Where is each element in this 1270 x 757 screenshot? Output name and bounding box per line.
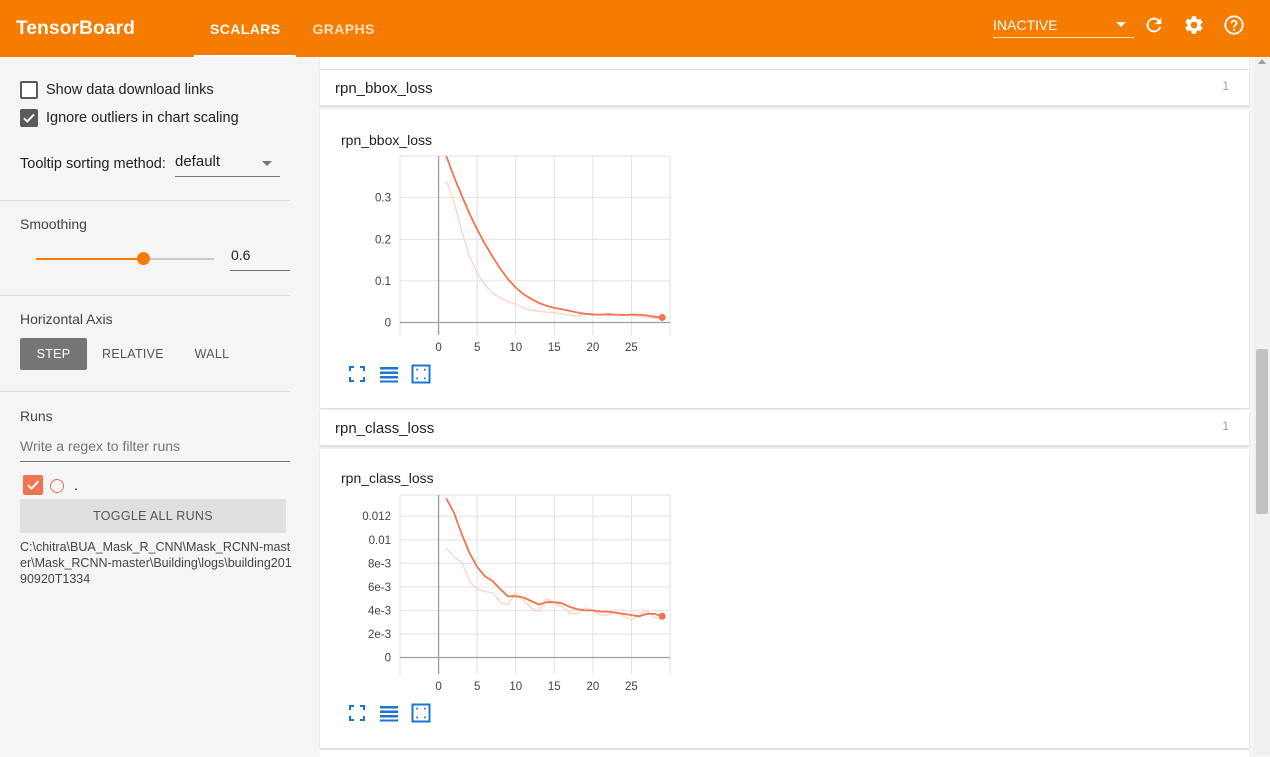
x-tick-label: 10 [509, 681, 522, 693]
x-tick-label: 25 [625, 342, 638, 354]
help-icon[interactable] [1223, 14, 1245, 36]
last-point-marker [658, 612, 666, 620]
scrollbar[interactable] [1254, 57, 1270, 755]
smoothing-label: Smoothing [20, 216, 87, 232]
y-tick-label: 0.3 [375, 193, 391, 205]
card-count: 1 [1222, 79, 1229, 93]
runs-filter-input[interactable]: Write a regex to filter runs [20, 438, 290, 462]
settings-icon[interactable] [1183, 14, 1205, 36]
card-header-rpn-bbox-loss[interactable]: rpn_bbox_loss 1 [320, 70, 1249, 106]
show-download-links-label: Show data download links [46, 82, 214, 98]
run-color-radio[interactable] [50, 479, 64, 493]
show-download-links-checkbox[interactable] [20, 81, 38, 99]
chevron-down-icon [262, 161, 272, 166]
x-tick-label: 15 [548, 681, 561, 693]
haxis-wall-button[interactable]: WALL [194, 347, 230, 361]
previous-card-edge [320, 57, 1249, 69]
show-download-links-row[interactable]: Show data download links [20, 81, 214, 99]
top-bar: TensorBoard SCALARS GRAPHS INACTIVE [0, 0, 1270, 57]
x-tick-label: 0 [435, 342, 441, 354]
fullscreen-icon[interactable] [347, 703, 367, 723]
ignore-outliers-row[interactable]: Ignore outliers in chart scaling [20, 109, 239, 127]
x-tick-label: 10 [509, 342, 522, 354]
y-tick-label: 2e-3 [368, 629, 391, 641]
fit-domain-icon[interactable] [411, 364, 431, 384]
smoothing-slider[interactable] [36, 252, 214, 265]
haxis-relative-button[interactable]: RELATIVE [102, 347, 164, 361]
check-icon [27, 480, 40, 491]
y-tick-label: 0.01 [369, 535, 391, 547]
chart-title: rpn_bbox_loss [341, 132, 433, 148]
status-value: INACTIVE [993, 16, 1058, 33]
ignore-outliers-label: Ignore outliers in chart scaling [46, 110, 239, 126]
smoothed-series-line [445, 498, 663, 618]
y-tick-label: 0 [385, 318, 391, 330]
next-card-edge [320, 749, 1249, 757]
raw-series-line [445, 547, 663, 621]
y-tick-label: 0 [385, 653, 391, 665]
fullscreen-icon[interactable] [347, 364, 367, 384]
tab-graphs[interactable]: GRAPHS [312, 20, 375, 37]
tooltip-sorting-label: Tooltip sorting method: [20, 156, 166, 172]
y-tick-label: 0.012 [362, 511, 391, 523]
y-tick-label: 6e-3 [368, 582, 391, 594]
x-tick-label: 5 [474, 342, 480, 354]
ignore-outliers-checkbox[interactable] [20, 109, 38, 127]
chart-card-rpn-bbox-loss: rpn_bbox_loss 0 5 10 15 20 25 0 0.1 0.2 0.3 [320, 110, 1249, 408]
data-table-icon[interactable] [379, 703, 399, 723]
main-content: rpn_bbox_loss 1 rpn_bbox_loss 0 5 10 15 20 25… [320, 57, 1249, 757]
divider [0, 391, 290, 392]
divider [0, 295, 290, 296]
scrollbar-thumb[interactable] [1256, 349, 1268, 514]
x-tick-label: 20 [586, 681, 599, 693]
smoothing-input[interactable]: 0.6 [230, 247, 290, 271]
horizontal-axis-label: Horizontal Axis [20, 311, 113, 327]
chart-rpn-class-loss[interactable]: 0 5 10 15 20 25 0 2e-3 4e-3 6e-3 8e-3 0.01 0.012 [320, 449, 720, 709]
sidebar: Show data download links Ignore outliers… [0, 57, 292, 755]
y-tick-label: 0.2 [375, 234, 391, 246]
fit-domain-icon[interactable] [411, 703, 431, 723]
app-title: TensorBoard [16, 17, 136, 39]
chart-rpn-bbox-loss[interactable]: 0 5 10 15 20 25 0 0.1 0.2 0.3 [320, 110, 720, 370]
smoothing-slider-knob[interactable] [137, 252, 150, 265]
x-tick-label: 15 [548, 342, 561, 354]
chart-card-rpn-class-loss: rpn_class_loss 0 5 10 15 20 25 0 2e-3 4e-3 6e-3 8e… [320, 449, 1249, 748]
tab-scalars[interactable]: SCALARS [194, 0, 297, 57]
x-tick-label: 20 [586, 342, 599, 354]
runs-label: Runs [20, 408, 53, 424]
scroll-up-icon[interactable] [1258, 59, 1266, 64]
haxis-step-button[interactable]: STEP [20, 338, 87, 370]
tooltip-sorting-value: default [175, 153, 221, 170]
divider [0, 200, 290, 201]
x-tick-label: 5 [474, 681, 480, 693]
check-icon [23, 113, 35, 123]
chevron-down-icon [1116, 22, 1126, 27]
tooltip-sorting-dropdown[interactable]: default [175, 153, 280, 177]
card-header-rpn-class-loss[interactable]: rpn_class_loss 1 [320, 410, 1249, 446]
run-checkbox[interactable] [23, 475, 43, 495]
last-point-marker [658, 314, 666, 322]
card-title: rpn_class_loss [335, 420, 435, 437]
card-title: rpn_bbox_loss [335, 80, 433, 97]
y-tick-label: 4e-3 [368, 605, 391, 617]
run-name: . [74, 477, 78, 493]
x-tick-label: 0 [435, 681, 441, 693]
smoothed-series-line [445, 156, 663, 319]
y-tick-label: 8e-3 [368, 558, 391, 570]
run-path: C:\chitra\BUA_Mask_R_CNN\Mask_RCNN-maste… [20, 540, 292, 586]
refresh-icon[interactable] [1143, 14, 1165, 36]
toggle-all-runs-button[interactable]: TOGGLE ALL RUNS [20, 499, 286, 533]
data-table-icon[interactable] [379, 364, 399, 384]
card-count: 1 [1222, 419, 1229, 433]
x-tick-label: 25 [625, 681, 638, 693]
y-tick-label: 0.1 [375, 276, 391, 288]
smoothing-slider-fill [36, 258, 143, 260]
status-dropdown[interactable]: INACTIVE [993, 12, 1134, 38]
chart-title: rpn_class_loss [341, 470, 434, 486]
